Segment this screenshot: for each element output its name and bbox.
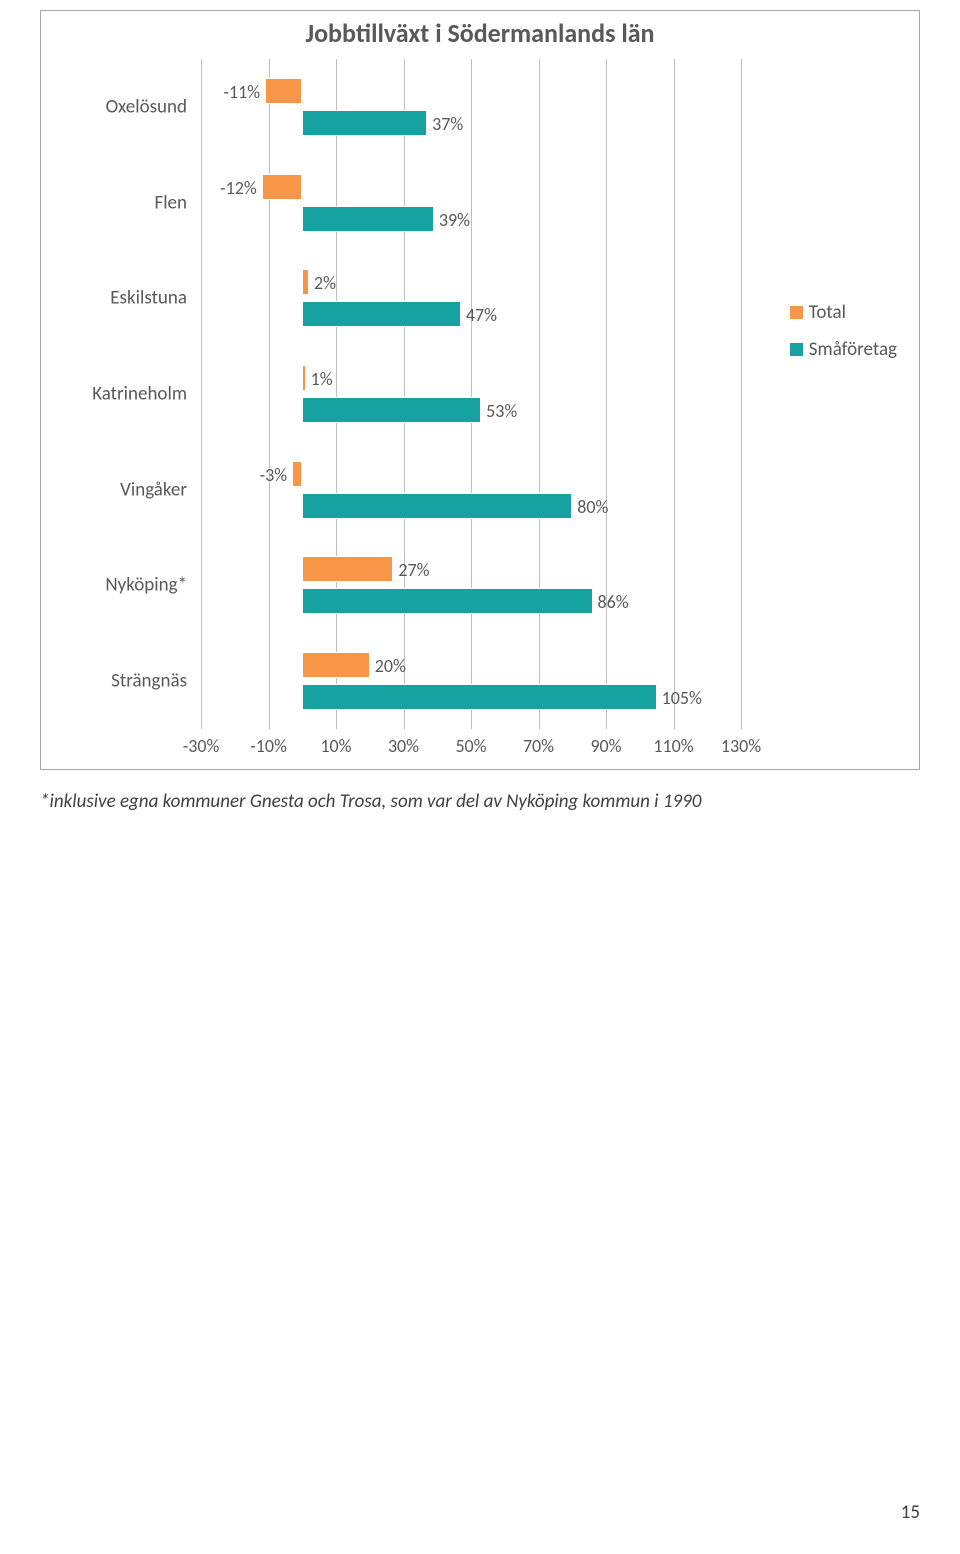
bar-smaforetag-label: 105% [662,687,702,709]
legend-swatch [790,306,803,319]
bar-smaforetag-label: 47% [466,304,497,326]
footnote: *inklusive egna kommuner Gnesta och Tros… [40,790,701,813]
bar-smaforetag-label: 80% [577,496,608,518]
category-group: Katrineholm1%53% [201,346,741,442]
legend-item: Småföretag [790,338,897,361]
bar-smaforetag [302,301,461,327]
category-label: Katrineholm [47,382,187,405]
bar-total [265,78,302,104]
bar-smaforetag [302,588,592,614]
bar-total [302,556,393,582]
bar-total [302,652,370,678]
x-axis-tick: 10% [320,735,351,757]
category-label: Oxelösund [47,95,187,118]
plot-area: -30%-10%10%30%50%70%90%110%130%Oxelösund… [201,59,741,729]
category-label: Flen [47,191,187,214]
x-axis-tick: 130% [721,735,761,757]
x-axis-tick: -30% [183,735,220,757]
bar-smaforetag [302,397,481,423]
x-axis-tick: 110% [653,735,693,757]
chart-frame: Jobbtillväxt i Södermanlands län -30%-10… [40,10,920,770]
category-label: Eskilstuna [47,287,187,310]
bar-smaforetag-label: 37% [432,113,463,135]
bar-total-label: 1% [311,368,333,390]
page-number: 15 [901,1501,920,1524]
category-group: Eskilstuna2%47% [201,250,741,346]
legend-item: Total [790,301,897,324]
bar-total-label: 27% [398,559,429,581]
bar-smaforetag [302,684,656,710]
bar-total [292,461,302,487]
bar-smaforetag [302,206,434,232]
chart-title: Jobbtillväxt i Södermanlands län [41,17,919,49]
bar-smaforetag [302,110,427,136]
category-group: Vingåker-3%80% [201,442,741,538]
bar-total [302,269,309,295]
category-label: Nyköping* [47,574,187,597]
bar-smaforetag-label: 86% [598,591,629,613]
bar-total-label: -12% [220,177,257,199]
category-group: Oxelösund-11%37% [201,59,741,155]
category-group: Nyköping*27%86% [201,538,741,634]
gridline [741,59,742,729]
x-axis-tick: 30% [388,735,419,757]
legend-label: Småföretag [809,338,897,361]
legend-swatch [790,343,803,356]
x-axis-tick: -10% [250,735,287,757]
x-axis-tick: 50% [455,735,486,757]
x-axis-tick: 70% [523,735,554,757]
category-group: Flen-12%39% [201,155,741,251]
category-label: Vingåker [47,478,187,501]
bar-total [302,365,305,391]
bar-total-label: -11% [224,81,261,103]
bar-total-label: -3% [260,464,288,486]
bar-total-label: 20% [375,655,406,677]
legend: Total Småföretag [790,301,897,375]
bar-smaforetag [302,493,572,519]
legend-label: Total [809,301,846,324]
bar-total [262,174,303,200]
bar-smaforetag-label: 53% [486,400,517,422]
x-axis-tick: 90% [590,735,621,757]
bar-smaforetag-label: 39% [439,209,470,231]
category-group: Strängnäs20%105% [201,633,741,729]
bar-total-label: 2% [314,272,336,294]
category-label: Strängnäs [47,670,187,693]
